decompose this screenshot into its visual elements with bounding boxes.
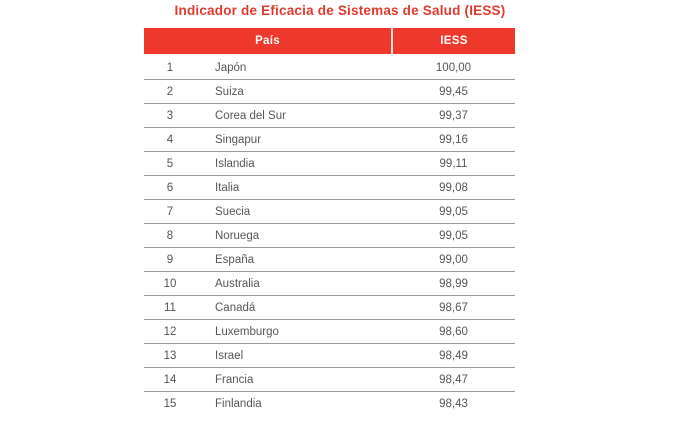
table-row: 6 Italia 99,08	[144, 176, 515, 200]
row-country: Suecia	[215, 205, 251, 218]
row-rank: 15	[163, 398, 177, 410]
row-iess-value: 98,60	[439, 325, 468, 338]
row-iess-value: 98,99	[439, 277, 468, 290]
row-iess-value: 98,49	[439, 349, 468, 362]
row-iess-value: 99,00	[439, 253, 468, 266]
table-row: 9 España 99,00	[144, 248, 515, 272]
row-iess-value: 98,67	[439, 301, 468, 314]
row-country: Islandia	[215, 157, 255, 170]
page-title: Indicador de Eficacia de Sistemas de Sal…	[174, 3, 506, 18]
table-row: 7 Suecia 99,05	[144, 200, 515, 224]
table-row: 1 Japón 100,00	[144, 56, 515, 80]
row-iess-value: 99,05	[439, 205, 468, 218]
table-row: 11 Canadá 98,67	[144, 296, 515, 320]
row-country: Suiza	[215, 85, 244, 98]
row-iess-value: 99,37	[439, 109, 468, 122]
row-country: Australia	[215, 277, 260, 290]
row-iess-value: 99,45	[439, 85, 468, 98]
row-iess-value: 99,11	[439, 157, 468, 170]
row-rank: 8	[166, 229, 174, 242]
table-row: 15 Finlandia 98,43	[144, 392, 515, 416]
row-country: Luxemburgo	[215, 325, 279, 338]
row-country: Corea del Sur	[215, 109, 286, 122]
row-rank: 1	[166, 61, 174, 74]
table-row: 13 Israel 98,49	[144, 344, 515, 368]
column-header-iess: IESS	[440, 35, 468, 47]
table-row: 2 Suiza 99,45	[144, 80, 515, 104]
row-rank: 3	[166, 109, 174, 122]
row-country: Finlandia	[215, 398, 262, 410]
row-country: Israel	[215, 349, 244, 362]
table-row: 8 Noruega 99,05	[144, 224, 515, 248]
table-header-row: País IESS	[144, 28, 515, 54]
row-iess-value: 99,08	[439, 181, 468, 194]
row-rank: 6	[166, 181, 174, 194]
row-iess-value: 99,16	[439, 133, 468, 146]
row-rank: 14	[163, 373, 177, 386]
row-rank: 4	[166, 133, 174, 146]
row-country: Noruega	[215, 229, 260, 242]
table-row: 10 Australia 98,99	[144, 272, 515, 296]
row-country: Italia	[215, 181, 240, 194]
row-country: Francia	[215, 373, 254, 386]
row-iess-value: 99,05	[439, 229, 468, 242]
row-country: Singapur	[215, 133, 262, 146]
column-header-pais: País	[255, 35, 280, 47]
table-row: 12 Luxemburgo 98,60	[144, 320, 515, 344]
header-column-divider	[391, 28, 393, 54]
row-rank: 5	[166, 157, 174, 170]
table-body: 1 Japón 100,00 2 Suiza 99,45 3 Corea del…	[144, 56, 515, 416]
row-country: Japón	[215, 61, 247, 74]
row-rank: 9	[166, 253, 174, 266]
row-country: Canadá	[215, 301, 256, 314]
row-country: España	[215, 253, 255, 266]
table-row: 14 Francia 98,47	[144, 368, 515, 392]
row-rank: 11	[164, 301, 176, 314]
row-rank: 10	[163, 277, 177, 290]
row-rank: 12	[163, 325, 177, 338]
row-iess-value: 100,00	[435, 61, 472, 74]
table-row: 4 Singapur 99,16	[144, 128, 515, 152]
row-rank: 2	[166, 85, 174, 98]
row-rank: 7	[166, 205, 174, 218]
row-iess-value: 98,47	[439, 373, 468, 386]
table-row: 5 Islandia 99,11	[144, 152, 515, 176]
row-rank: 13	[163, 349, 177, 362]
row-iess-value: 98,43	[439, 398, 468, 410]
table-row: 3 Corea del Sur 99,37	[144, 104, 515, 128]
iess-table: País IESS 1 Japón 100,00 2 Suiza 99,45 3…	[144, 28, 515, 416]
